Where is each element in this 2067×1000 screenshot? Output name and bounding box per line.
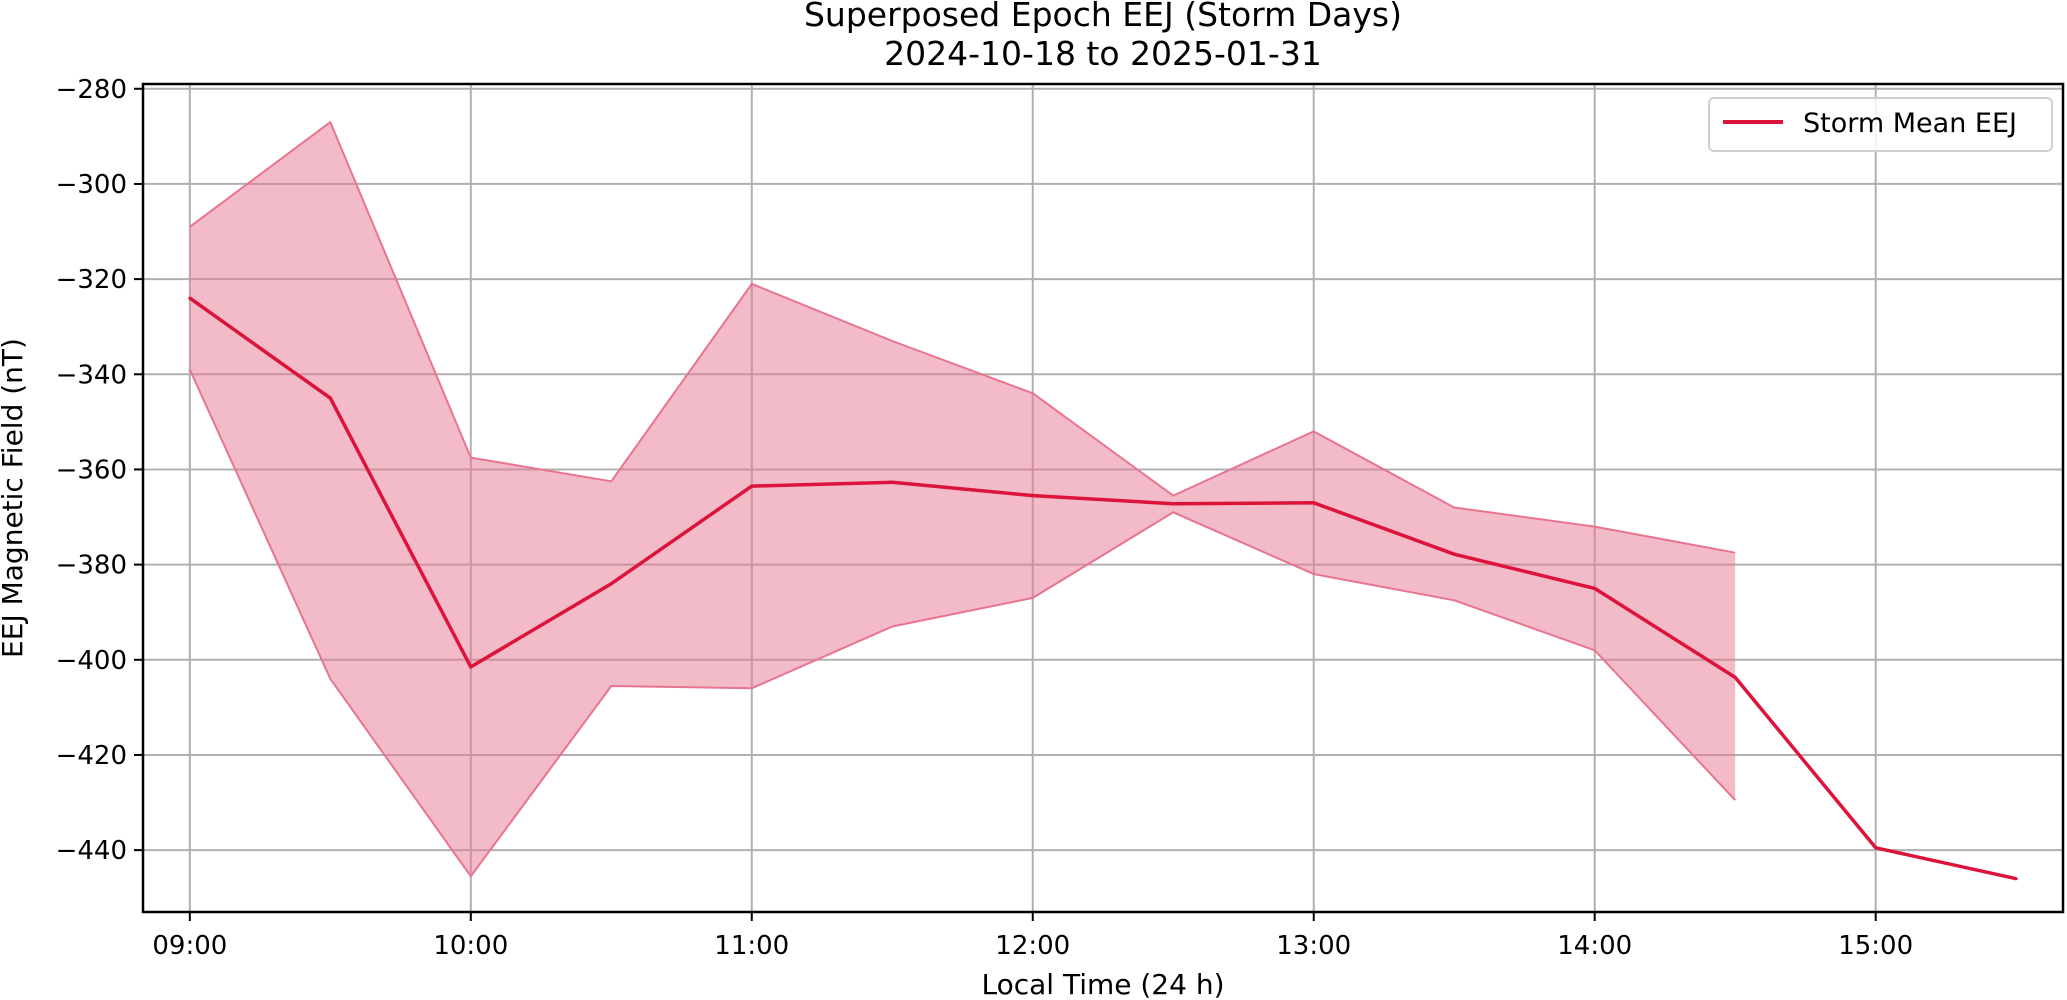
data-points	[188, 296, 2018, 881]
storm-mean-line	[188, 296, 2017, 881]
y-tick-label: −340	[56, 360, 127, 390]
x-tick-label: 15:00	[1838, 931, 1913, 961]
chart-title: Superposed Epoch EEJ (Storm Days)	[804, 0, 1402, 34]
x-tick-label: 14:00	[1557, 931, 1632, 961]
x-axis-ticks: 09:00 10:00 11:00 12:00 13:00 14:00 15:00	[152, 912, 1913, 961]
y-tick-label: −280	[56, 75, 127, 105]
band-lower-edge	[188, 369, 1736, 879]
y-tick-label: −300	[56, 170, 127, 200]
y-tick-label: −400	[56, 646, 127, 676]
x-tick-label: 09:00	[152, 931, 227, 961]
plot-frame	[141, 82, 2065, 914]
mean-data-point	[890, 480, 894, 484]
x-tick-label: 10:00	[433, 931, 508, 961]
mean-data-point	[609, 582, 613, 586]
mean-data-point	[1593, 586, 1597, 590]
chart-subtitle: 2024-10-18 to 2025-01-31	[884, 34, 1322, 73]
y-tick-label: −440	[56, 836, 127, 866]
mean-data-point	[469, 665, 473, 669]
mean-data-point	[1171, 502, 1175, 506]
variability-band	[189, 122, 1736, 877]
y-axis-label: EEJ Magnetic Field (nT)	[0, 338, 29, 658]
legend: Storm Mean EEJ	[1708, 97, 2053, 152]
mean-data-point	[1874, 846, 1878, 850]
x-tick-label: 11:00	[714, 931, 789, 961]
y-tick-label: −380	[56, 551, 127, 581]
y-axis-ticks: −280 −300 −320 −340 −360 −380 −400 −420 −440	[56, 75, 143, 866]
y-tick-label: −360	[56, 455, 127, 485]
x-tick-label: 12:00	[995, 931, 1070, 961]
y-tick-label: −320	[56, 265, 127, 295]
legend-label-storm-mean: Storm Mean EEJ	[1803, 108, 2017, 139]
mean-data-point	[1733, 675, 1737, 679]
mean-data-point	[2014, 877, 2018, 881]
mean-data-point	[188, 296, 192, 300]
mean-data-point	[1452, 552, 1456, 556]
mean-data-point	[1031, 494, 1035, 498]
legend-box	[1708, 97, 2053, 152]
x-axis-label: Local Time (24 h)	[981, 968, 1224, 1000]
mean-data-point	[750, 484, 754, 488]
x-tick-label: 13:00	[1276, 931, 1351, 961]
mean-data-point	[328, 396, 332, 400]
band-upper-edge	[189, 120, 1736, 554]
y-tick-label: −420	[56, 741, 127, 771]
mean-data-point	[1312, 501, 1316, 505]
